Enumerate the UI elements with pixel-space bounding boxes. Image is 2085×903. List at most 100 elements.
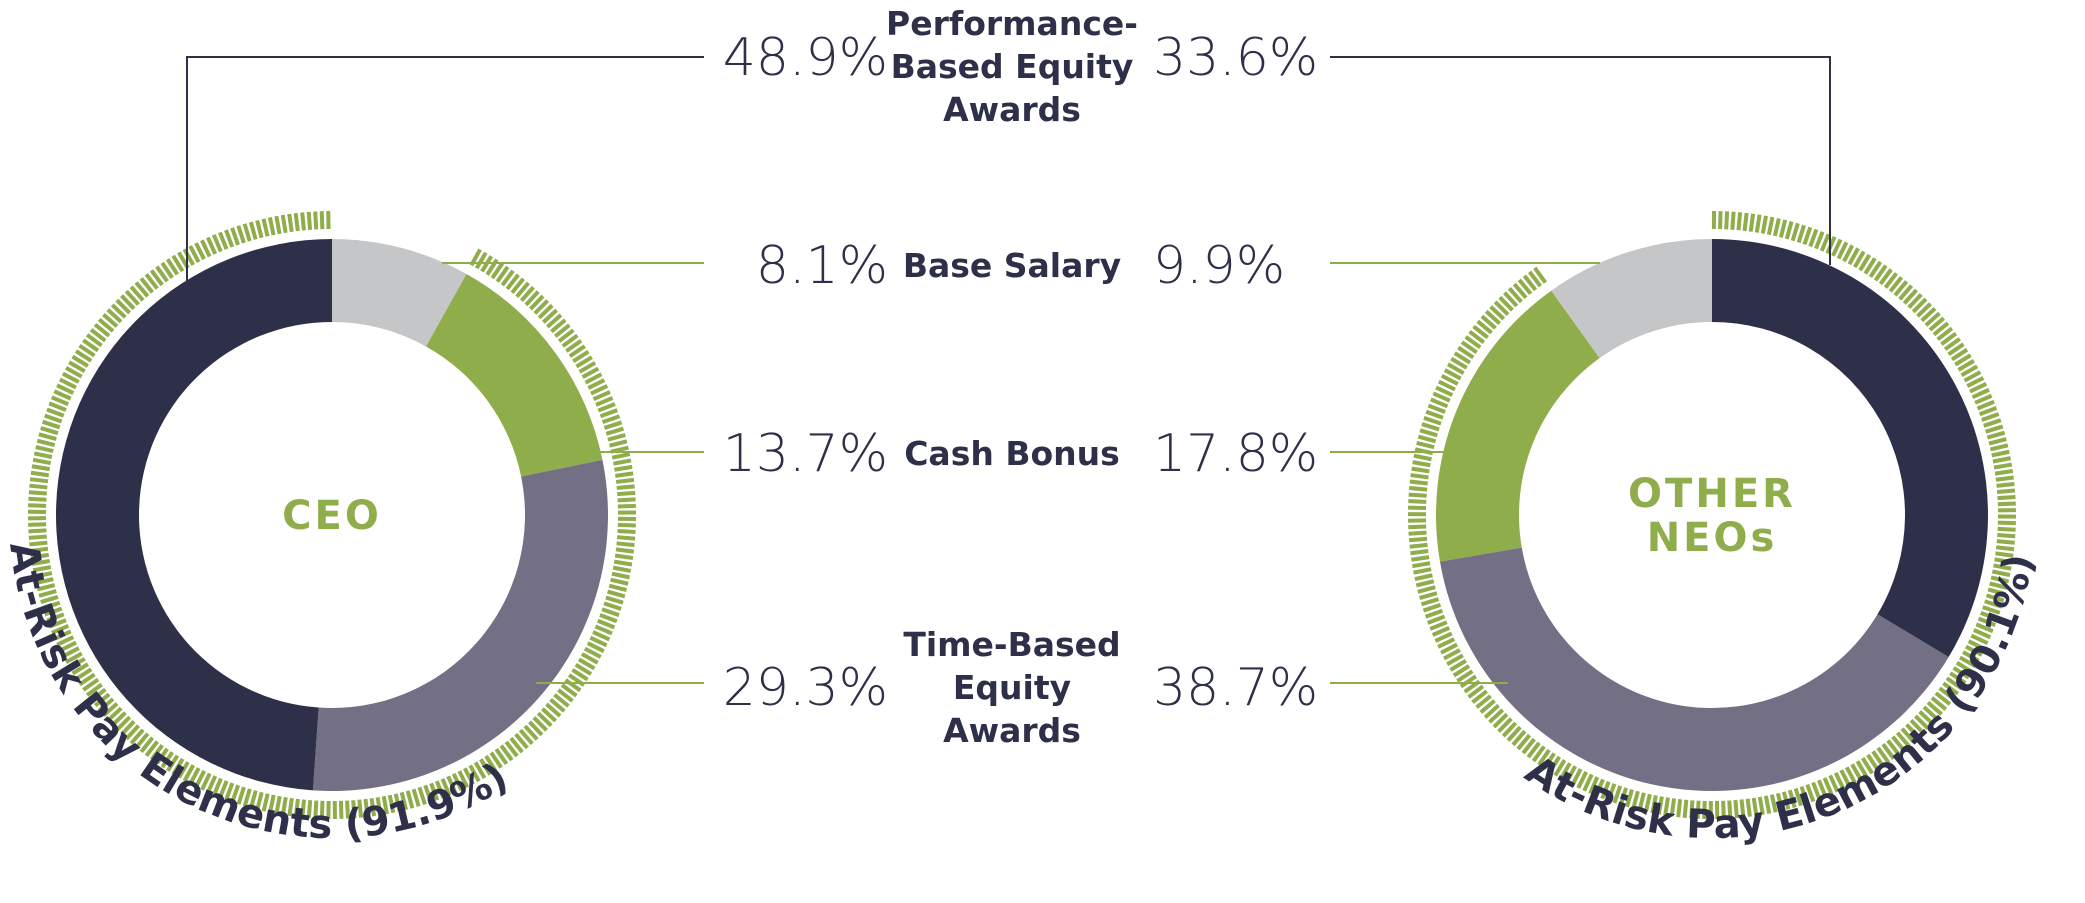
other-neos-at-risk-tick [1775, 218, 1779, 236]
ceo-at-risk-tick [315, 211, 316, 229]
other-neos-at-risk-tick [1424, 418, 1441, 424]
other-neos-at-risk-tick [1996, 478, 2014, 480]
other-neos-at-risk-tick [1410, 482, 1428, 484]
category-label-time-based-equity-awards: Awards [943, 711, 1081, 750]
other-neos-at-risk-tick [1997, 484, 2015, 486]
other-neos-leader-performance [1330, 57, 1830, 265]
other-neos-at-risk-tick [1980, 408, 1997, 414]
ceo-at-risk-tick [28, 524, 46, 525]
ceo-at-risk-tick [617, 486, 635, 488]
ceo-at-risk-tick [33, 460, 51, 463]
other-neos-at-risk-tick [1982, 414, 1999, 420]
other-neos-at-risk-tick [1720, 211, 1721, 229]
other-neos-at-risk-tick [1409, 495, 1427, 496]
ceo-at-risk-tick [39, 434, 56, 439]
ceo-at-risk-tick [606, 429, 623, 434]
other-neos-at-risk-tick [1757, 215, 1760, 233]
ceo-at-risk-tick [37, 441, 54, 445]
other-neos-at-risk-tick [1426, 412, 1443, 418]
ceo-segment-cash-bonus [426, 274, 602, 476]
other-neos-at-risk-tick [1418, 437, 1435, 442]
other-neos-at-risk-tick [1992, 452, 2010, 456]
other-neos-at-risk-tick [1732, 212, 1733, 230]
other-neos-at-risk-tick [1793, 223, 1798, 240]
ceo-at-risk-tick [602, 416, 619, 422]
other-neos-at-risk-tick [1987, 433, 2004, 438]
ceo-at-risk-tick [322, 211, 323, 229]
other-neos-at-risk-tick [1410, 551, 1428, 553]
category-label-cash-bonus: Cash Bonus [904, 434, 1120, 473]
other-neos-at-risk-tick [1421, 599, 1438, 604]
other-neos-at-risk-tick [1984, 420, 2001, 426]
ceo-at-risk-tick [270, 217, 274, 235]
other-neos-at-risk-tick [1751, 214, 1753, 232]
other-neos-at-risk-tick [1409, 539, 1427, 540]
other-neos-at-risk-tick [1996, 547, 2014, 549]
ceo-at-risk-tick [29, 492, 47, 493]
ceo-at-risk-tick [618, 531, 636, 532]
other-neos-at-risk-tick [1412, 469, 1430, 472]
other-neos-at-risk-tick [1420, 430, 1437, 435]
ceo-at-risk-tick [614, 467, 632, 470]
other-neos-value-cash-bonus: 17.8% [1153, 424, 1318, 484]
other-neos-donut: At-Risk Pay Elements (90.1%)OTHERNEOs9.9… [1153, 28, 2042, 848]
other-neos-at-risk-tick [1763, 216, 1766, 234]
ceo-at-risk-tick [28, 499, 46, 500]
category-label-base-salary: Base Salary [903, 246, 1121, 285]
ceo-at-risk-tick [276, 216, 279, 234]
other-neos-value-performance-based-equity-awards: 33.6% [1153, 28, 1318, 88]
other-neos-at-risk-tick [1989, 439, 2006, 443]
other-neos-at-risk-tick [1410, 545, 1428, 547]
ceo-at-risk-tick [226, 230, 232, 247]
ceo-at-risk-tick [604, 422, 621, 427]
ceo-at-risk-tick [257, 220, 261, 237]
other-neos-at-risk-tick [1417, 443, 1434, 447]
ceo-at-risk-tick [43, 422, 60, 428]
ceo-at-risk-tick [613, 460, 631, 463]
ceo-at-risk-tick [245, 224, 250, 241]
other-neos-at-risk-tick [1769, 217, 1773, 235]
other-neos-at-risk-tick [1997, 491, 2015, 492]
ceo-value-cash-bonus: 13.7% [723, 424, 888, 484]
other-neos-at-risk-tick [1745, 213, 1747, 231]
ceo-at-risk-tick [608, 592, 625, 597]
ceo-at-risk-tick [41, 428, 58, 433]
other-neos-at-risk-tick [1416, 581, 1434, 585]
other-neos-at-risk-tick [1426, 611, 1443, 617]
other-neos-at-risk-tick [1994, 465, 2012, 468]
other-neos-at-risk-tick [1781, 220, 1785, 237]
other-neos-at-risk-tick [1428, 406, 1445, 412]
other-neos-at-risk-tick [1990, 445, 2008, 449]
ceo-at-risk-tick [616, 549, 634, 551]
ceo-at-risk-tick [606, 598, 623, 603]
ceo-at-risk-tick [602, 609, 619, 615]
other-neos-at-risk-tick [1810, 229, 1816, 246]
other-neos-at-risk-tick [1998, 529, 2016, 530]
ceo-at-risk-tick [29, 486, 47, 488]
category-label-time-based-equity-awards: Equity [953, 668, 1071, 707]
ceo-at-risk-tick [30, 479, 48, 481]
other-neos-at-risk-tick [1998, 504, 2016, 505]
other-neos-at-risk-tick [1997, 535, 2015, 536]
category-label-performance-based-equity-awards: Performance- [886, 4, 1138, 43]
ceo-at-risk-tick [609, 586, 626, 590]
other-neos-at-risk-tick [1411, 557, 1429, 560]
ceo-value-performance-based-equity-awards: 48.9% [723, 28, 888, 88]
ceo-at-risk-tick [31, 473, 49, 476]
ceo-at-risk-tick [611, 580, 629, 584]
ceo-value-base-salary: 8.1% [756, 236, 888, 296]
other-neos-at-risk-tick [1414, 456, 1432, 460]
ceo-at-risk-tick [238, 226, 244, 243]
other-neos-at-risk-tick [1997, 497, 2015, 498]
other-neos-at-risk-tick [1409, 533, 1427, 534]
ceo-at-risk-tick [309, 212, 310, 230]
other-neos-at-risk-tick [1422, 424, 1439, 429]
ceo-at-risk-tick [28, 505, 46, 506]
other-neos-at-risk-tick [1415, 575, 1433, 579]
other-neos-at-risk-tick [1409, 488, 1427, 490]
ceo-at-risk-tick [608, 435, 625, 440]
ceo-at-risk-tick [34, 453, 52, 457]
ceo-at-risk-tick [615, 473, 633, 475]
